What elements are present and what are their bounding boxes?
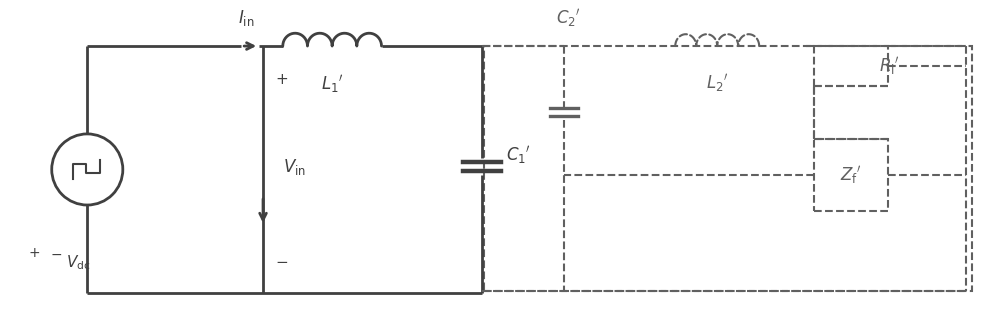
Text: $V_{\mathrm{in}}$: $V_{\mathrm{in}}$ xyxy=(283,156,306,177)
Bar xyxy=(814,46,888,86)
Text: $L_2{'}$: $L_2{'}$ xyxy=(706,72,728,94)
Text: $-$: $-$ xyxy=(50,246,62,260)
Text: $V_{\mathrm{dc}}$: $V_{\mathrm{dc}}$ xyxy=(66,253,90,272)
Text: $I_{\mathrm{in}}$: $I_{\mathrm{in}}$ xyxy=(238,8,254,28)
Text: $+$: $+$ xyxy=(275,72,288,87)
Text: $Z_{\mathrm{f}}{'}$: $Z_{\mathrm{f}}{'}$ xyxy=(840,164,862,186)
Bar xyxy=(484,46,972,291)
Text: $-$: $-$ xyxy=(275,253,288,268)
Text: $+$: $+$ xyxy=(28,246,40,260)
Text: $C_1{'}$: $C_1{'}$ xyxy=(506,144,531,166)
Text: $L_1{'}$: $L_1{'}$ xyxy=(321,73,343,95)
Text: $C_2{'}$: $C_2{'}$ xyxy=(556,7,581,29)
Bar xyxy=(814,139,888,211)
Text: $R_{\mathrm{l}}{'}$: $R_{\mathrm{l}}{'}$ xyxy=(879,55,899,77)
